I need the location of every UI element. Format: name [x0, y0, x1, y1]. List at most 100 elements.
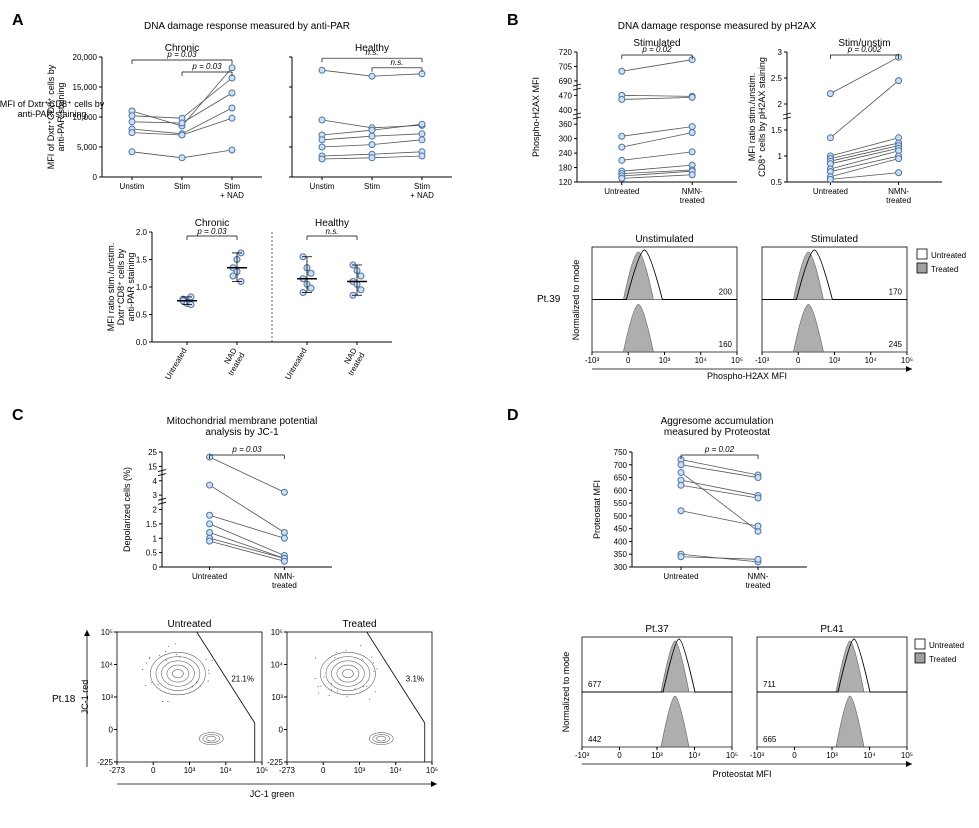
svg-text:600: 600 — [614, 486, 628, 495]
svg-text:Pt.18: Pt.18 — [52, 694, 76, 705]
svg-text:10³: 10³ — [354, 766, 366, 775]
panel-c-letter: C — [12, 407, 24, 425]
svg-text:JC-1 green: JC-1 green — [250, 789, 295, 799]
svg-text:10⁴: 10⁴ — [101, 661, 114, 670]
svg-text:Phospho-H2AX MFI: Phospho-H2AX MFI — [531, 77, 541, 157]
svg-text:700: 700 — [614, 461, 628, 470]
svg-text:Stim+ NAD: Stim+ NAD — [410, 182, 434, 200]
svg-text:n.s.: n.s. — [391, 58, 404, 67]
svg-text:p = 0.002: p = 0.002 — [847, 45, 882, 54]
svg-text:650: 650 — [614, 474, 628, 483]
svg-text:10⁵: 10⁵ — [731, 356, 743, 365]
svg-text:10⁵: 10⁵ — [101, 628, 113, 637]
svg-text:Unstim: Unstim — [310, 182, 335, 191]
svg-text:Treated: Treated — [342, 619, 376, 630]
svg-text:p = 0.02: p = 0.02 — [641, 45, 672, 54]
svg-text:2.5: 2.5 — [771, 74, 783, 83]
svg-text:5,000: 5,000 — [77, 143, 98, 152]
svg-text:Untreated: Untreated — [192, 572, 227, 581]
svg-text:p = 0.03: p = 0.03 — [191, 62, 222, 71]
svg-text:n.s.: n.s. — [366, 48, 379, 57]
svg-text:360: 360 — [559, 120, 573, 129]
svg-text:10⁵: 10⁵ — [901, 356, 913, 365]
svg-text:NADtreated: NADtreated — [218, 346, 246, 377]
figure-root: A DNA damage response measured by anti-P… — [12, 12, 967, 816]
svg-text:Untreated: Untreated — [168, 619, 212, 630]
svg-text:Normalized to mode: Normalized to mode — [571, 260, 581, 341]
svg-text:25: 25 — [148, 448, 157, 457]
svg-text:p = 0.02: p = 0.02 — [704, 445, 735, 454]
svg-text:0: 0 — [153, 563, 158, 572]
svg-text:Untreated: Untreated — [931, 251, 966, 260]
svg-text:200: 200 — [719, 288, 733, 297]
svg-text:DNA damage response measured b: DNA damage response measured by pH2AX — [618, 21, 817, 32]
svg-text:0.5: 0.5 — [771, 178, 783, 187]
svg-text:160: 160 — [719, 340, 733, 349]
svg-text:NMN-treated: NMN-treated — [680, 187, 705, 205]
svg-text:10⁵: 10⁵ — [726, 751, 738, 760]
svg-text:10³: 10³ — [184, 766, 196, 775]
svg-text:Untreated: Untreated — [929, 641, 964, 650]
svg-text:15: 15 — [148, 462, 157, 471]
svg-text:10³: 10³ — [659, 356, 671, 365]
svg-text:0: 0 — [93, 173, 98, 182]
svg-text:2: 2 — [778, 100, 783, 109]
svg-text:p = 0.03: p = 0.03 — [231, 445, 262, 454]
svg-text:NMN-treated: NMN-treated — [886, 187, 911, 205]
svg-text:10⁴: 10⁴ — [695, 356, 708, 365]
svg-text:Pt.39: Pt.39 — [537, 294, 561, 305]
svg-text:0: 0 — [279, 726, 284, 735]
svg-text:450: 450 — [614, 525, 628, 534]
svg-text:Treated: Treated — [929, 655, 956, 664]
svg-text:3: 3 — [153, 491, 158, 500]
svg-text:500: 500 — [614, 512, 628, 521]
svg-text:Stim+ NAD: Stim+ NAD — [220, 182, 244, 200]
panel-d-svg: Aggresome accumulationmeasured by Proteo… — [517, 412, 979, 817]
svg-text:0: 0 — [792, 751, 797, 760]
svg-text:p = 0.03: p = 0.03 — [196, 227, 227, 236]
svg-text:10⁴: 10⁴ — [688, 751, 701, 760]
svg-text:Proteostat MFI: Proteostat MFI — [592, 480, 602, 539]
svg-text:245: 245 — [889, 340, 903, 349]
svg-text:10³: 10³ — [101, 693, 113, 702]
svg-text:p = 0.03: p = 0.03 — [166, 50, 197, 59]
svg-text:10³: 10³ — [826, 751, 838, 760]
svg-text:1: 1 — [778, 152, 783, 161]
svg-text:Stim: Stim — [174, 182, 190, 191]
svg-text:-10³: -10³ — [575, 751, 590, 760]
svg-text:NMN-treated: NMN-treated — [746, 572, 771, 590]
svg-text:-10³: -10³ — [750, 751, 765, 760]
svg-text:2: 2 — [153, 506, 158, 515]
svg-text:Unstim: Unstim — [120, 182, 145, 191]
svg-text:Aggresome accumulationmeasured: Aggresome accumulationmeasured by Proteo… — [661, 416, 774, 438]
svg-text:690: 690 — [559, 77, 573, 86]
svg-text:DNA damage response measured b: DNA damage response measured by anti-PAR — [144, 21, 350, 32]
svg-text:10⁴: 10⁴ — [220, 766, 233, 775]
svg-text:1.5: 1.5 — [771, 126, 783, 135]
svg-text:170: 170 — [889, 288, 903, 297]
svg-text:Mitochondrial membrane potenti: Mitochondrial membrane potentialanalysis… — [167, 416, 318, 438]
svg-text:Untreated: Untreated — [813, 187, 848, 196]
svg-text:MFI ratio stim./unstim.Dxtr⁺CD: MFI ratio stim./unstim.Dxtr⁺CD8⁺ cells b… — [106, 243, 136, 332]
svg-text:-10³: -10³ — [585, 356, 600, 365]
svg-text:2.0: 2.0 — [136, 228, 148, 237]
panel-c-svg: Mitochondrial membrane potentialanalysis… — [32, 412, 502, 817]
svg-text:Depolarized cells (%): Depolarized cells (%) — [122, 467, 132, 552]
svg-text:10⁵: 10⁵ — [901, 751, 913, 760]
svg-text:0.0: 0.0 — [136, 338, 148, 347]
svg-text:Untreated: Untreated — [163, 347, 188, 382]
svg-text:0.5: 0.5 — [146, 549, 158, 558]
svg-text:20,000: 20,000 — [73, 53, 98, 62]
svg-text:120: 120 — [559, 178, 573, 187]
panel-a-svg: DNA damage response measured by anti-PAR… — [32, 17, 502, 417]
svg-text:MFI of Dxtr⁺CD8⁺ cells byanti-: MFI of Dxtr⁺CD8⁺ cells byanti-PAR staini… — [46, 64, 66, 169]
svg-text:10³: 10³ — [829, 356, 841, 365]
svg-text:705: 705 — [559, 62, 573, 71]
svg-text:Untreated: Untreated — [283, 347, 308, 382]
svg-text:442: 442 — [588, 735, 602, 744]
svg-text:Pt.41: Pt.41 — [820, 624, 844, 635]
svg-text:Normalized to mode: Normalized to mode — [561, 652, 571, 733]
svg-text:0: 0 — [109, 726, 114, 735]
svg-text:-273: -273 — [109, 766, 126, 775]
svg-text:10⁴: 10⁴ — [863, 751, 876, 760]
